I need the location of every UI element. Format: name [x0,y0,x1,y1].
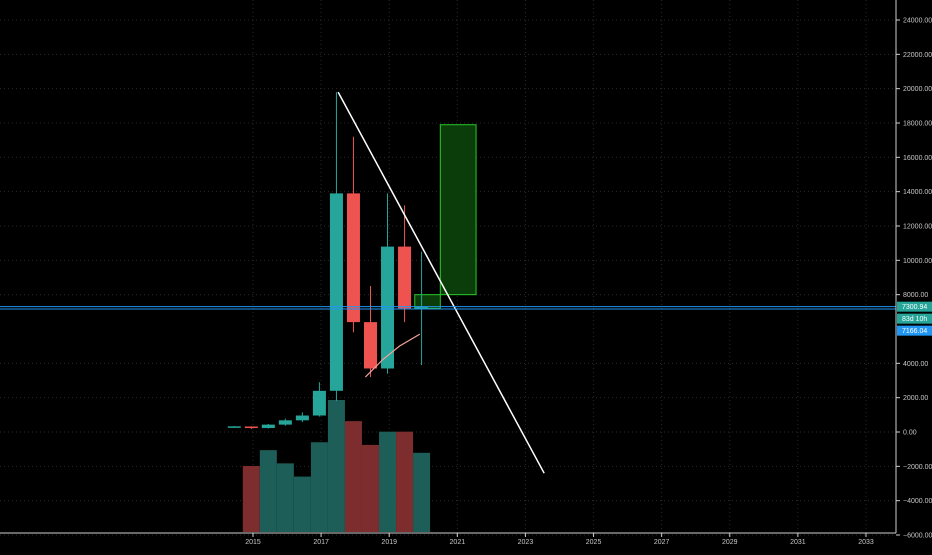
x-tick-label: 2015 [245,539,261,546]
candles-layer [227,92,429,430]
volume-bar [242,466,260,532]
price-badge [897,301,932,312]
y-tick-label: 20000.00 [903,86,932,93]
moving-average-layer [364,333,421,378]
y-tick-label: 24000.00 [903,18,932,25]
y-tick-label: 10000.00 [903,258,932,265]
candle-body [346,193,360,323]
y-tick-label: 2000.00 [903,395,928,402]
volume-bar [396,431,414,532]
y-tick-label: 14000.00 [903,189,932,196]
volume-bar [327,400,345,532]
x-tick-label: 2017 [313,539,329,546]
price-badge-label: 83d 10h [902,316,927,323]
candle-body [278,420,292,425]
y-tick-label: −6000.00 [903,533,932,540]
candle-body [295,415,309,421]
volume-bar [310,442,328,532]
price-axis-panel[interactable] [896,0,932,550]
x-tick-label: 2031 [790,539,806,546]
y-tick-label: 0.00 [903,430,917,437]
price-badge-label: 7300.94 [902,304,927,311]
candle-body [381,246,395,369]
candle-body [227,426,241,428]
y-tick-label: 22000.00 [903,52,932,59]
volume-bar [361,444,379,532]
volume-bar [276,463,294,532]
price-badges: 7300.94 83d 10h 7166.04 [897,301,932,336]
candle-body [363,322,377,369]
volume-bar [259,450,277,532]
target-zone[interactable] [439,124,477,296]
y-tick-label: 16000.00 [903,155,932,162]
y-tick-label: −2000.00 [903,464,932,471]
candle-body [415,306,429,309]
candle-body [244,426,258,429]
candle-body [261,424,275,429]
y-tick-label: 4000.00 [903,361,928,368]
price-badge [897,325,932,336]
trendline-layer[interactable] [337,91,545,474]
x-tick-label: 2025 [586,539,602,546]
price-axis[interactable]: −6000.00 −4000.00 −2000.00 0.00 2000.00 4000.… [896,18,932,540]
price-lines-layer [0,306,896,310]
x-tick-label: 2023 [518,539,534,546]
volume-bar [344,421,362,532]
x-tick-label: 2021 [450,539,466,546]
volume-layer [242,400,431,532]
y-tick-label: −4000.00 [903,498,932,505]
y-tick-label: 18000.00 [903,121,932,128]
candle-body [329,193,343,391]
candle-body [398,246,412,309]
x-tick-label: 2019 [381,539,397,546]
x-tick-label: 2033 [858,539,874,546]
price-badge-label: 7166.04 [902,328,927,335]
volume-bar [293,476,311,532]
trendline[interactable] [337,91,545,474]
volume-bar [413,452,431,532]
y-tick-label: 12000.00 [903,224,932,231]
time-axis[interactable]: 2015 2017 2019 2021 2023 2025 2027 2029 2031 2033 [245,533,874,546]
price-badge [897,313,932,324]
x-tick-label: 2029 [722,539,738,546]
moving-average-line [364,333,421,378]
candle-body [312,390,326,416]
x-tick-label: 2027 [654,539,670,546]
volume-bar [379,431,397,532]
y-tick-label: 8000.00 [903,292,928,299]
